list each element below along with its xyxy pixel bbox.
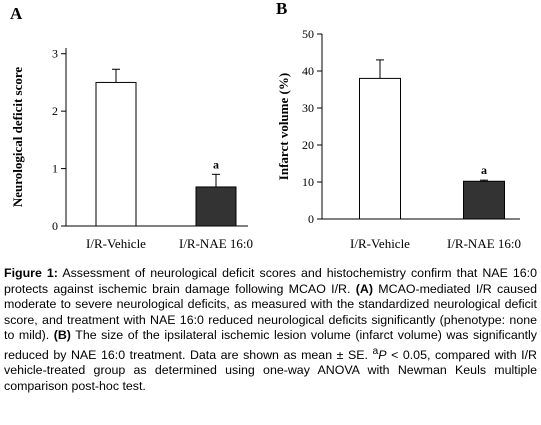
figure-caption: Figure 1: Assessment of neurological def… (4, 266, 537, 394)
panel-a-tick-label: 0 (52, 219, 58, 233)
panel-b-tick-label: 50 (302, 27, 314, 41)
panel-a-tick-label: 2 (52, 104, 58, 118)
figure-charts: A 0 1 2 3 Neurological deficit score I/R-Vehic… (10, 0, 521, 251)
caption-part-b-label: (B) (53, 328, 71, 342)
panel-a-category-label: I/R-NAE 16:0 (179, 236, 253, 251)
panel-b-significance-label: a (481, 163, 487, 177)
panel-b-category-label: I/R-NAE 16:0 (447, 236, 521, 251)
caption-footnote-marker: a (372, 345, 379, 357)
panel-b-tick-label: 30 (302, 101, 314, 115)
panel-b-tick-label: 40 (302, 64, 314, 78)
caption-text: Assessment of neurological deficit score… (4, 266, 538, 296)
panel-b-bar (359, 77, 401, 220)
caption-label: Figure 1: (4, 266, 58, 280)
panel-b-category-label: I/R-Vehicle (350, 236, 410, 251)
panel-a-y-axis-title: Neurological deficit score (10, 67, 25, 208)
panel-a-tick-label: 1 (52, 162, 58, 176)
panel-b-tick-label: 10 (302, 175, 314, 189)
panel-a-category-label: I/R-Vehicle (86, 236, 146, 251)
caption-footnote-text: < 0.05, compared with I/R vehicle-treate… (4, 347, 537, 393)
panel-a-bar (195, 186, 237, 227)
panel-b-bar (463, 180, 505, 220)
panel-a-tick-label: 3 (52, 47, 58, 61)
panel-b-tick-label: 20 (302, 138, 314, 152)
panel-b-y-axis-title: Infarct volume (%) (276, 73, 291, 180)
caption-part-a-text: MCAO-mediated I/R caused moderate to sev… (4, 281, 537, 343)
panel-a-bar (95, 81, 137, 227)
caption-part-b-text: The size of the ipsilateral ischemic les… (4, 328, 537, 362)
panel-a-letter: A (10, 4, 23, 23)
caption-part-a-label: (A) (355, 281, 373, 296)
panel-b-tick-label: 0 (308, 212, 314, 226)
panel-b-letter: B (276, 0, 287, 18)
panel-a-significance-label: a (213, 157, 219, 171)
caption-footnote-p: P (378, 347, 387, 362)
